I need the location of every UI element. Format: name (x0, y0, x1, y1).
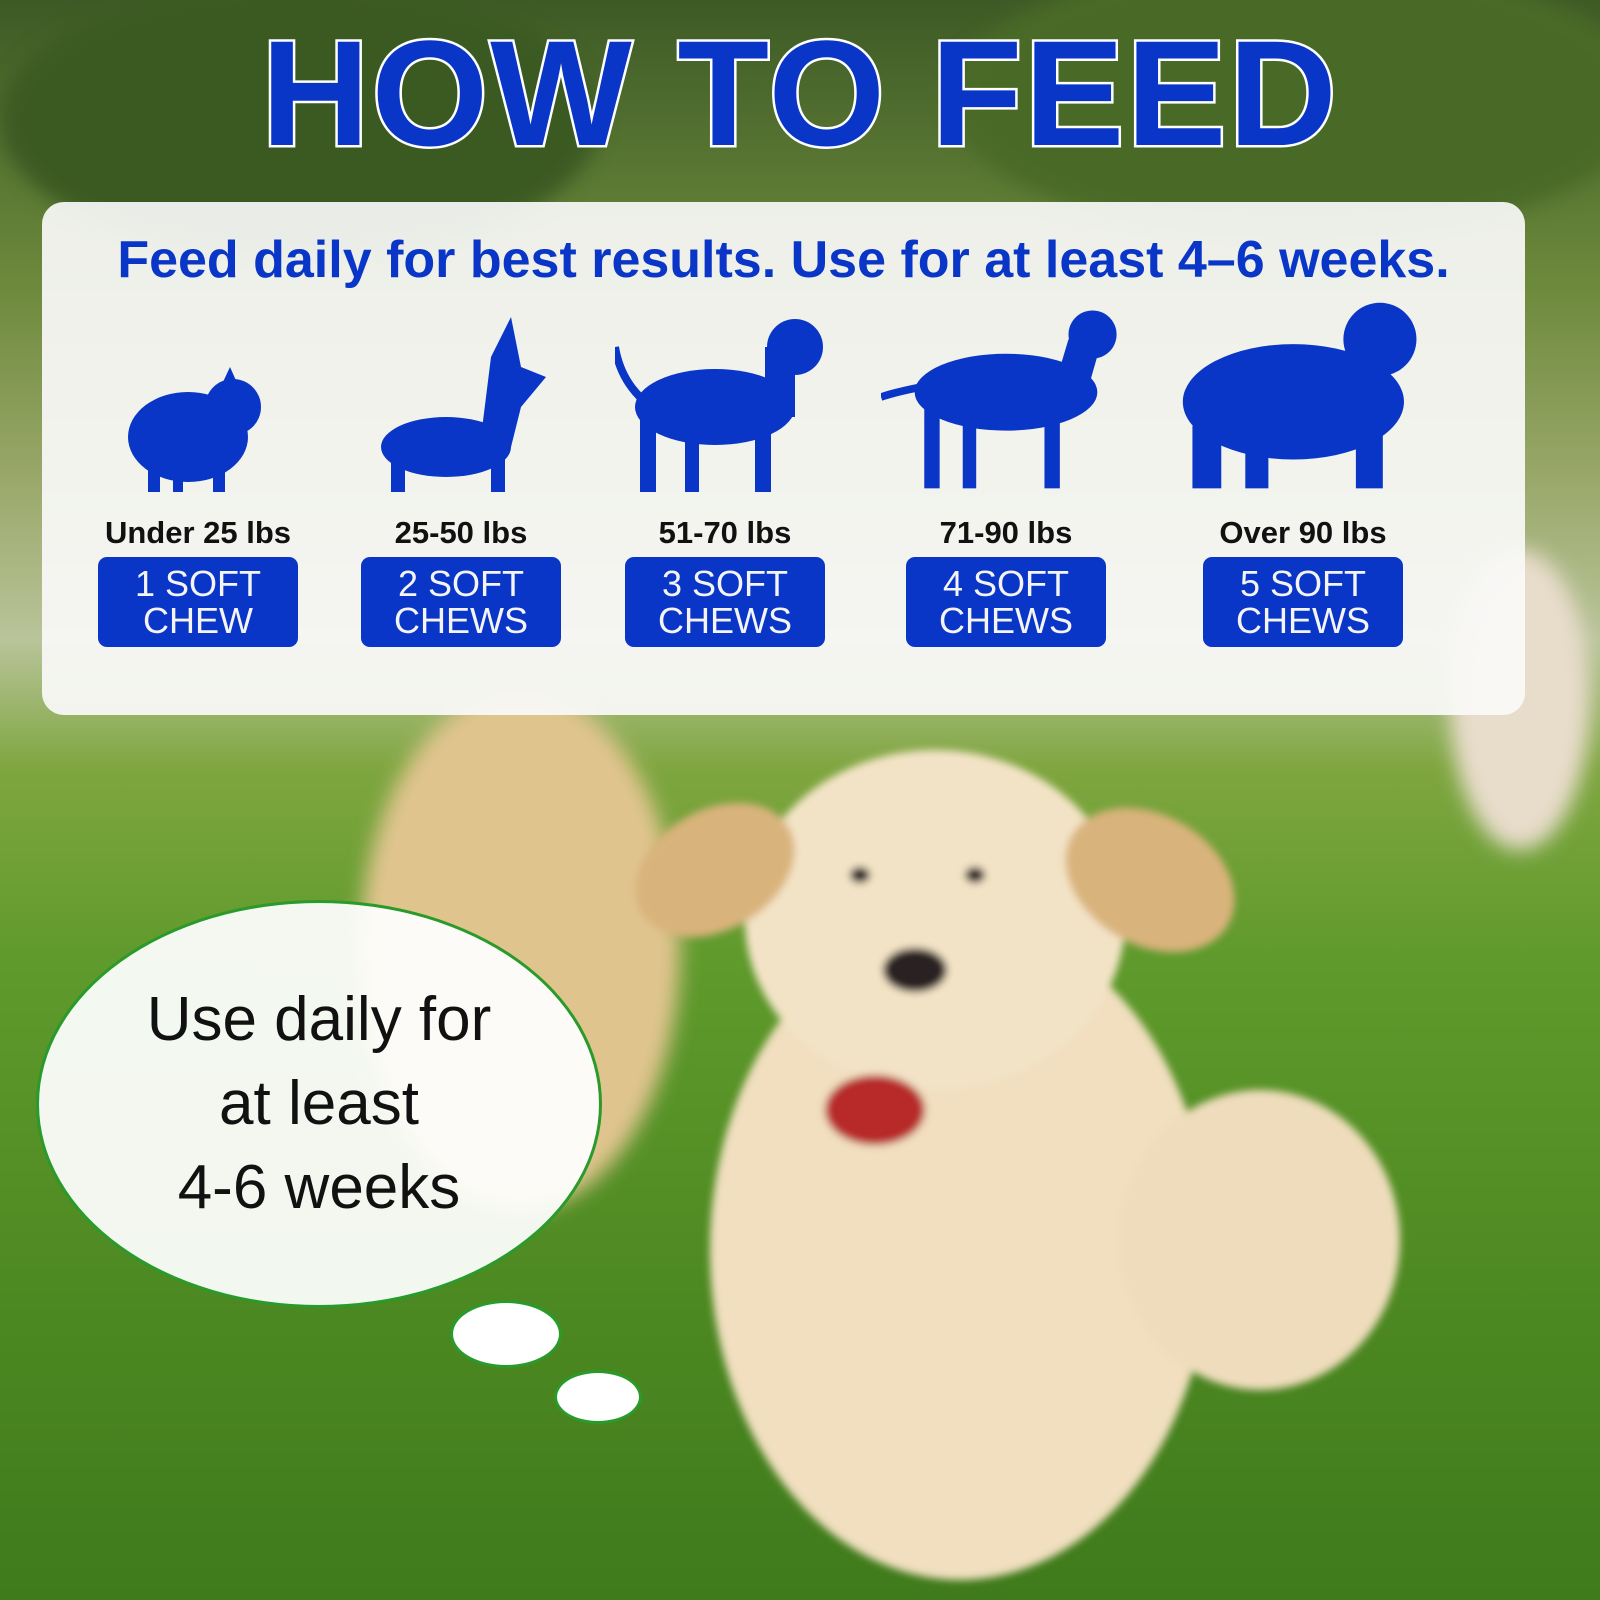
dose-line: 2 SOFT (397, 563, 525, 604)
golden-retriever-puppy (635, 750, 1400, 1580)
weight-range: 51-70 lbs (658, 515, 792, 550)
corgi-silhouette-icon (381, 317, 546, 492)
dose-badge: 4 SOFT CHEWS (906, 557, 1106, 647)
labrador-silhouette-icon (881, 310, 1117, 489)
dosage-column: 25-50 lbs 2 SOFT CHEWS (331, 297, 591, 647)
dose-line: 3 SOFT (661, 563, 789, 604)
dose-badge: 5 SOFT CHEWS (1203, 557, 1403, 647)
feeding-instruction: Feed daily for best results. Use for at … (117, 231, 1450, 289)
dose-line: CHEWS (658, 600, 792, 641)
thought-bubble-dot (450, 1300, 562, 1368)
bubble-text: Use daily for (146, 985, 492, 1054)
dose-line: CHEW (143, 600, 253, 641)
dosage-column: Under 25 lbs 1 SOFT CHEW (68, 297, 328, 647)
weight-range: 25-50 lbs (394, 515, 528, 550)
spaniel-silhouette-icon (615, 319, 823, 492)
dose-line: CHEWS (939, 600, 1073, 641)
pomeranian-silhouette-icon (128, 367, 261, 492)
dose-line: 1 SOFT (134, 563, 262, 604)
thought-bubble: Use daily for at least 4-6 weeks (36, 900, 602, 1308)
dose-badge: 1 SOFT CHEW (98, 557, 298, 647)
weight-range: Under 25 lbs (104, 515, 292, 550)
dose-badge: 2 SOFT CHEWS (361, 557, 561, 647)
sheepdog-silhouette-icon (1182, 302, 1417, 489)
dose-line: CHEWS (1236, 600, 1370, 641)
page-title: HOW TO FEED (259, 9, 1340, 177)
weight-range: Over 90 lbs (1219, 515, 1387, 550)
thought-bubble-dot (554, 1370, 642, 1424)
feeding-guide-panel: Feed daily for best results. Use for at … (42, 202, 1525, 715)
dose-line: CHEWS (394, 600, 528, 641)
weight-range: 71-90 lbs (939, 515, 1073, 550)
dose-line: 5 SOFT (1239, 563, 1367, 604)
dosage-column: 51-70 lbs 3 SOFT CHEWS (595, 297, 855, 647)
dosage-column: Over 90 lbs 5 SOFT CHEWS (1173, 297, 1433, 647)
dose-badge: 3 SOFT CHEWS (625, 557, 825, 647)
dosage-column: 71-90 lbs 4 SOFT CHEWS (876, 297, 1136, 647)
bubble-text: 4-6 weeks (177, 1153, 461, 1222)
dose-line: 4 SOFT (942, 563, 1070, 604)
bubble-text: at least (219, 1069, 419, 1138)
